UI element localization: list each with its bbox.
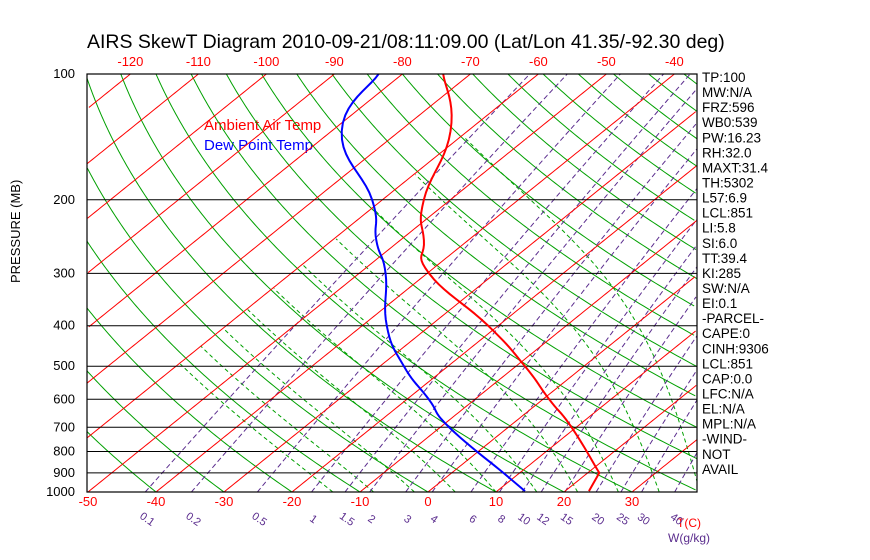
svg-text:TP:100: TP:100 — [702, 70, 746, 85]
svg-text:AIRS SkewT Diagram 2010-09-21/: AIRS SkewT Diagram 2010-09-21/08:11:09.0… — [87, 31, 725, 53]
svg-text:-40: -40 — [665, 54, 684, 69]
svg-text:500: 500 — [53, 358, 75, 373]
svg-text:-20: -20 — [283, 494, 302, 509]
svg-text:MW:N/A: MW:N/A — [702, 85, 752, 100]
svg-text:800: 800 — [53, 444, 75, 459]
svg-text:MPL:N/A: MPL:N/A — [702, 417, 756, 432]
svg-text:PW:16.23: PW:16.23 — [702, 130, 761, 145]
svg-text:L57:6.9: L57:6.9 — [702, 191, 747, 206]
svg-text:FRZ:596: FRZ:596 — [702, 100, 755, 115]
svg-text:600: 600 — [53, 391, 75, 406]
svg-text:MAXT:31.4: MAXT:31.4 — [702, 160, 769, 175]
svg-text:0: 0 — [424, 494, 431, 509]
svg-text:200: 200 — [53, 192, 75, 207]
svg-text:1000: 1000 — [46, 484, 75, 499]
svg-text:-110: -110 — [186, 54, 211, 69]
svg-text:LCL:851: LCL:851 — [702, 356, 753, 371]
svg-text:-PARCEL-: -PARCEL- — [702, 311, 764, 326]
svg-text:LFC:N/A: LFC:N/A — [702, 386, 754, 401]
svg-text:AVAIL: AVAIL — [702, 462, 739, 477]
svg-text:900: 900 — [53, 465, 75, 480]
svg-text:400: 400 — [53, 318, 75, 333]
svg-text:WB0:539: WB0:539 — [702, 115, 758, 130]
svg-text:Dew Point Temp: Dew Point Temp — [204, 137, 313, 154]
svg-text:LCL:851: LCL:851 — [702, 206, 753, 221]
svg-text:RH:32.0: RH:32.0 — [702, 145, 752, 160]
svg-text:TT:39.4: TT:39.4 — [702, 251, 748, 266]
svg-text:100: 100 — [53, 66, 75, 81]
svg-text:-120: -120 — [117, 54, 143, 69]
svg-text:CINH:9306: CINH:9306 — [702, 341, 769, 356]
svg-text:LI:5.8: LI:5.8 — [702, 221, 736, 236]
svg-text:-60: -60 — [529, 54, 548, 69]
svg-text:300: 300 — [53, 265, 75, 280]
svg-text:SW:N/A: SW:N/A — [702, 281, 750, 296]
svg-text:PRESSURE (MB): PRESSURE (MB) — [8, 180, 23, 283]
svg-text:-80: -80 — [393, 54, 412, 69]
svg-text:CAP:0.0: CAP:0.0 — [702, 371, 752, 386]
svg-text:-90: -90 — [325, 54, 344, 69]
svg-text:-WIND-: -WIND- — [702, 432, 747, 447]
svg-text:EL:N/A: EL:N/A — [702, 402, 745, 417]
svg-text:-40: -40 — [147, 494, 166, 509]
svg-text:W(g/kg): W(g/kg) — [668, 531, 710, 545]
svg-text:CAPE:0: CAPE:0 — [702, 326, 750, 341]
svg-text:KI:285: KI:285 — [702, 266, 741, 281]
svg-text:SI:6.0: SI:6.0 — [702, 236, 737, 251]
svg-text:20: 20 — [557, 494, 571, 509]
svg-text:-100: -100 — [253, 54, 279, 69]
svg-text:-10: -10 — [351, 494, 370, 509]
svg-text:30: 30 — [625, 494, 639, 509]
svg-text:-70: -70 — [461, 54, 480, 69]
svg-text:-30: -30 — [215, 494, 234, 509]
svg-text:10: 10 — [489, 494, 503, 509]
svg-text:-50: -50 — [79, 494, 98, 509]
svg-text:-50: -50 — [597, 54, 616, 69]
svg-text:NOT: NOT — [702, 447, 731, 462]
svg-text:700: 700 — [53, 419, 75, 434]
svg-text:TH:5302: TH:5302 — [702, 175, 754, 190]
svg-text:EI:0.1: EI:0.1 — [702, 296, 737, 311]
